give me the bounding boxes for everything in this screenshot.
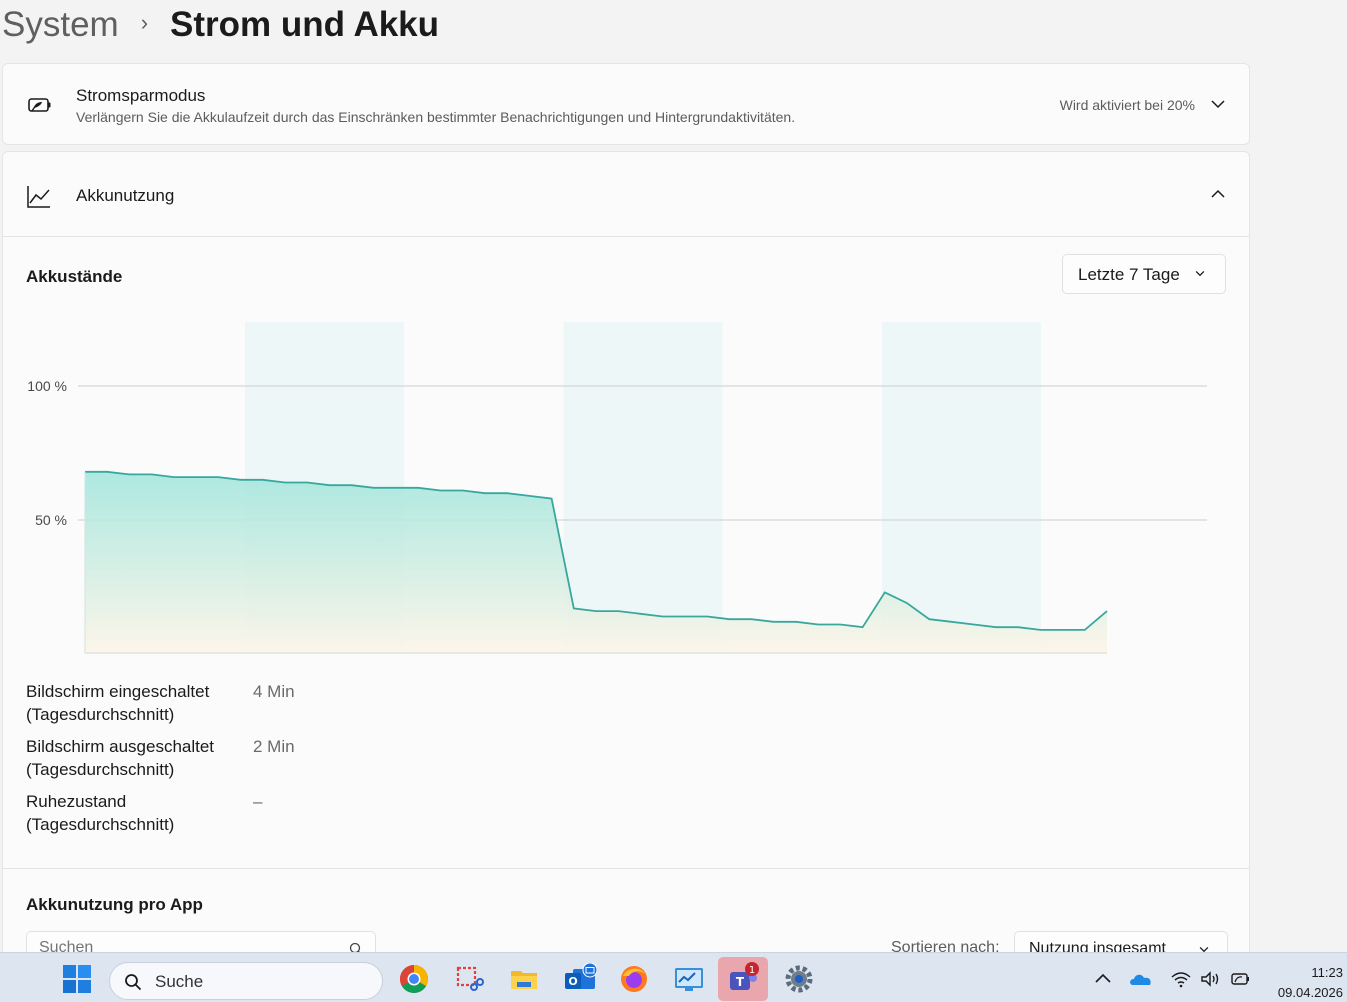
onedrive-icon[interactable] [1128, 970, 1154, 988]
file-explorer-icon [511, 971, 537, 989]
power-saver-card[interactable]: Stromsparmodus Verlängern Sie die Akkula… [2, 63, 1250, 145]
stat-value: 4 Min [253, 682, 295, 701]
battery-usage-card: Akkunutzung Akkustände Letzte 7 Tage 100… [2, 151, 1250, 1002]
battery-saver-icon [28, 98, 51, 112]
battery-levels-title: Akkustände [26, 267, 123, 286]
settings-icon [785, 965, 813, 993]
volume-icon[interactable] [1199, 970, 1221, 988]
chevron-down-icon [1199, 947, 1209, 953]
power-saver-status: Wird aktiviert bei 20% [1059, 97, 1195, 113]
chevron-up-icon[interactable] [1092, 970, 1114, 988]
battery-level-chart: 100 % 50 % [27, 322, 1207, 654]
search-icon [125, 974, 142, 991]
taskbar-search-label: Suche [155, 972, 204, 991]
taskbar: Suche O [0, 952, 1347, 1002]
taskbar-app-chrome[interactable] [396, 961, 432, 997]
remote-desktop-icon [675, 968, 703, 991]
per-app-title: Akkunutzung pro App [26, 895, 203, 914]
period-dropdown[interactable]: Letzte 7 Tage [1062, 254, 1226, 294]
day-band [563, 322, 723, 653]
y-tick-label: 50 % [35, 512, 67, 528]
firefox-icon [621, 966, 647, 992]
start-button[interactable] [59, 961, 95, 997]
battery-level-line [85, 470, 1108, 631]
breadcrumb-system-link[interactable]: System [2, 5, 119, 44]
period-dropdown-label: Letzte 7 Tage [1078, 265, 1180, 284]
taskbar-app-teams[interactable]: T 1 [718, 957, 768, 1001]
power-saver-title: Stromsparmodus [76, 86, 206, 105]
taskbar-search[interactable]: Suche [109, 962, 383, 1000]
chevron-down-icon[interactable] [1209, 95, 1227, 113]
chevron-down-icon [1195, 271, 1205, 277]
snipping-tool-icon [456, 966, 484, 991]
y-tick-label: 100 % [27, 378, 67, 394]
svg-text:T: T [736, 975, 745, 989]
wifi-icon[interactable] [1170, 970, 1192, 988]
clock-date: 09.04.2026 [1277, 985, 1343, 1000]
svg-text:O: O [568, 975, 577, 988]
chevron-up-icon[interactable] [1209, 185, 1227, 203]
page-title: Strom und Akku [170, 5, 440, 44]
teams-notification-badge: 1 [749, 965, 755, 976]
battery-level-area [85, 471, 1107, 653]
breadcrumb: System › Strom und Akku [2, 2, 439, 48]
day-band [882, 322, 1041, 653]
stat-value: 2 Min [253, 737, 295, 756]
taskbar-app-settings[interactable] [781, 961, 817, 997]
battery-icon[interactable] [1229, 970, 1251, 988]
stat-value: – [253, 792, 263, 811]
stat-label: Bildschirm eingeschaltet (Tagesdurchschn… [26, 682, 210, 724]
taskbar-clock[interactable]: 11:23 09.04.2026 [1278, 963, 1343, 1002]
taskbar-app-firefox[interactable] [616, 961, 652, 997]
taskbar-app-outlook[interactable]: O [562, 961, 598, 997]
power-saver-description: Verlängern Sie die Akkulaufzeit durch da… [76, 109, 796, 125]
taskbar-app-file-explorer[interactable] [506, 961, 542, 997]
stat-label: Ruhezustand (Tagesdurchschnitt) [26, 792, 175, 834]
chrome-icon [400, 965, 428, 993]
clock-time: 11:23 [1311, 965, 1343, 980]
taskbar-app-remote-desktop[interactable] [671, 961, 707, 997]
sort-label: Sortieren nach: [891, 939, 1000, 956]
stat-label: Bildschirm ausgeschaltet (Tagesdurchschn… [26, 737, 215, 779]
section-divider [3, 868, 1249, 869]
breadcrumb-separator: › [140, 10, 149, 35]
outlook-icon: O [565, 963, 597, 989]
start-icon [63, 965, 91, 993]
teams-icon: T 1 [730, 962, 759, 990]
chart-line-icon [27, 186, 50, 208]
battery-usage-title: Akkunutzung [76, 186, 175, 205]
section-divider [3, 236, 1249, 237]
taskbar-app-snipping-tool[interactable] [451, 961, 487, 997]
